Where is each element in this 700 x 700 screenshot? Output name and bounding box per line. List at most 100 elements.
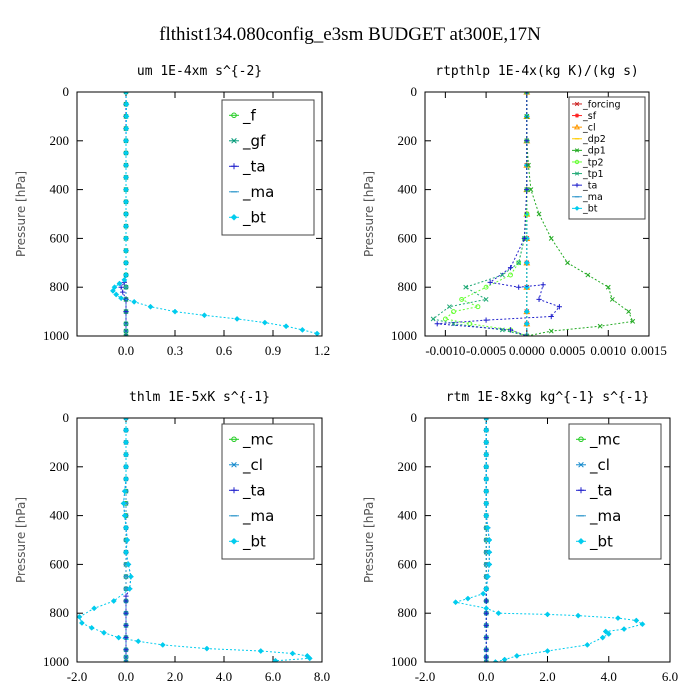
data-point: [523, 320, 530, 327]
y-tick-label: 200: [50, 133, 70, 148]
data-point: [464, 595, 471, 602]
legend-marker: [578, 487, 584, 494]
data-point: [100, 629, 107, 636]
legend-marker: [574, 113, 580, 118]
y-tick-label: 0: [63, 84, 70, 99]
legend-label: _dp1: [582, 146, 606, 157]
data-point: [630, 318, 636, 324]
data-point: [524, 333, 530, 336]
legend-box: [568, 96, 646, 220]
data-point: [127, 573, 134, 580]
x-tick-label: 0.0: [118, 343, 134, 358]
panel-4: rtm 1E-8xkg kg^{-1} s^{-1} Pressure [hPa]…: [362, 390, 678, 684]
data-point: [516, 260, 522, 266]
data-point: [447, 304, 452, 310]
data-point: [483, 439, 490, 446]
y-tick-label: 600: [398, 230, 418, 245]
data-point: [492, 659, 499, 662]
data-point: [123, 113, 130, 120]
series-group: [77, 418, 313, 662]
series-group: [452, 418, 646, 662]
data-point: [463, 284, 469, 290]
data-point: [123, 150, 129, 156]
data-point: [483, 654, 489, 660]
data-point: [486, 561, 493, 568]
data-point: [605, 630, 612, 637]
x-tick-label: 4.0: [216, 669, 232, 684]
data-point: [556, 304, 562, 310]
y-tick-label: 1000: [391, 328, 417, 343]
data-point: [599, 634, 606, 641]
y-tick-label: 200: [398, 459, 418, 474]
data-point: [123, 659, 129, 662]
data-point: [123, 549, 129, 556]
data-point: [123, 610, 129, 616]
data-point: [118, 284, 124, 290]
data-point: [633, 617, 640, 624]
data-point: [483, 605, 490, 612]
data-point: [257, 648, 264, 654]
data-point: [123, 92, 129, 95]
legend-marker: [231, 112, 237, 119]
legend-label: _bt: [589, 533, 613, 552]
y-tick-label: 1000: [43, 328, 69, 343]
data-point: [261, 319, 268, 326]
y-tick-label: 400: [50, 182, 70, 197]
x-tick-label: 0.0000: [509, 343, 545, 358]
y-tick-label: 0: [63, 410, 70, 425]
data-point: [123, 647, 129, 653]
legend-label: _bt: [582, 204, 598, 215]
legend-marker: [231, 138, 237, 144]
legend-label: _ta: [242, 482, 266, 501]
y-tick-label: 800: [398, 605, 418, 620]
plot-frame: [76, 417, 323, 663]
legend-marker: [578, 462, 584, 468]
data-point: [548, 313, 554, 320]
data-point: [483, 476, 490, 482]
data-point: [123, 259, 129, 266]
data-point: [524, 211, 530, 217]
data-point: [501, 656, 508, 662]
data-point: [483, 598, 489, 604]
y-tick-label: 0: [411, 84, 418, 99]
y-tick-label: 200: [398, 133, 418, 148]
data-point: [78, 620, 85, 626]
data-point: [123, 451, 129, 458]
data-point: [483, 659, 489, 662]
x-tick-label: 8.0: [314, 669, 330, 684]
data-point: [123, 125, 130, 132]
data-point: [123, 174, 129, 181]
data-point: [565, 260, 570, 266]
series-group: [430, 92, 636, 336]
data-point: [483, 418, 490, 421]
legend-label: _f: [242, 107, 257, 126]
data-point: [614, 615, 621, 622]
data-point: [299, 326, 306, 333]
data-point: [123, 223, 129, 230]
x-tick-label: 0.0010: [590, 343, 626, 358]
x-tick-label: 4.0: [601, 669, 617, 684]
y-tick-label: 800: [398, 279, 418, 294]
legend-marker: [230, 537, 238, 545]
data-point: [483, 296, 489, 302]
data-point: [483, 622, 489, 628]
plot-frame: [424, 91, 650, 337]
series-line-dp1: [526, 92, 634, 336]
x-tick-label: 0.0005: [550, 343, 586, 358]
data-point: [495, 610, 502, 617]
plot-frame: [424, 417, 671, 663]
data-point: [639, 621, 646, 628]
data-point: [483, 284, 489, 290]
legend-marker: [574, 171, 580, 176]
data-point: [507, 265, 514, 271]
data-point: [584, 641, 591, 648]
data-point: [585, 272, 591, 278]
y-tick-label: 400: [398, 182, 418, 197]
data-point: [306, 655, 313, 662]
data-point: [110, 598, 117, 604]
data-point: [135, 638, 142, 645]
legend-label: _bt: [242, 209, 266, 228]
x-tick-label: 0.0015: [631, 343, 667, 358]
data-point: [123, 659, 129, 662]
data-point: [115, 634, 122, 641]
